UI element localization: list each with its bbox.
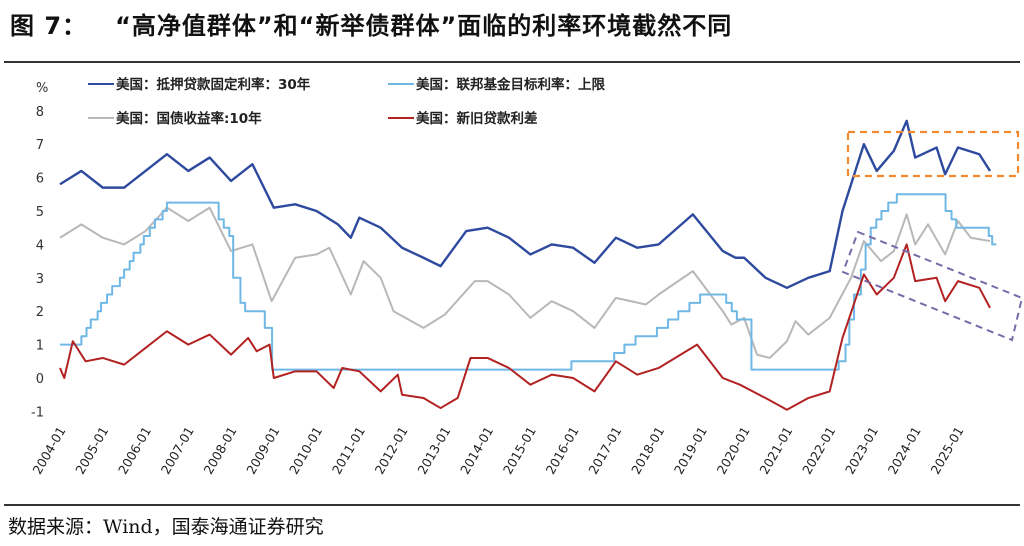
x-tick-label: 2022-01 xyxy=(799,424,838,477)
y-tick-label: 1 xyxy=(36,339,44,354)
series-line-0 xyxy=(59,119,992,290)
x-tick-label: 2017-01 xyxy=(585,424,624,477)
x-tick-label: 2015-01 xyxy=(500,424,539,477)
x-tick-label: 2009-01 xyxy=(243,424,282,477)
highlight-box-mortgage xyxy=(846,130,1020,178)
y-tick-label: 6 xyxy=(36,172,44,187)
x-tick-label: 2005-01 xyxy=(72,424,111,477)
y-tick-label: 2 xyxy=(36,305,44,320)
x-tick-label: 2008-01 xyxy=(201,424,240,477)
y-tick-label: -1 xyxy=(31,405,44,420)
x-tick-label: 2020-01 xyxy=(714,424,753,477)
source-note: 数据来源：Wind，国泰海通证券研究 xyxy=(8,516,324,538)
y-tick-label: 5 xyxy=(36,205,44,220)
figure-title: 图 7： “高净值群体”和“新举债群体”面临的利率环境截然不同 xyxy=(10,12,733,40)
x-tick-label: 2025-01 xyxy=(927,424,966,477)
x-tick-label: 2016-01 xyxy=(543,424,582,477)
x-tick-label: 2006-01 xyxy=(115,424,154,477)
legend-label: 美国：国债收益率:10年 xyxy=(116,110,262,127)
y-tick-label: 7 xyxy=(36,138,44,153)
x-tick-label: 2014-01 xyxy=(457,424,496,477)
x-tick-label: 2007-01 xyxy=(158,424,197,477)
x-tick-label: 2004-01 xyxy=(29,424,68,477)
x-tick-label: 2010-01 xyxy=(286,424,325,477)
y-axis-unit: % xyxy=(36,81,48,96)
x-tick-label: 2018-01 xyxy=(628,424,667,477)
series-line-1 xyxy=(60,193,997,371)
y-tick-label: 3 xyxy=(36,272,44,287)
y-tick-label: 0 xyxy=(36,372,44,387)
y-tick-label: 4 xyxy=(36,238,44,253)
series-line-2 xyxy=(59,206,991,359)
x-tick-label: 2019-01 xyxy=(671,424,710,477)
legend-label: 美国：联邦基金目标利率：上限 xyxy=(416,76,605,93)
x-tick-label: 2024-01 xyxy=(885,424,924,477)
x-tick-label: 2013-01 xyxy=(414,424,453,477)
highlight-box-spread xyxy=(841,230,1024,342)
legend-label: 美国：新旧贷款利差 xyxy=(416,110,538,127)
series-line-3 xyxy=(59,243,991,411)
legend-label: 美国：抵押贷款固定利率：30年 xyxy=(116,76,311,93)
x-tick-label: 2011-01 xyxy=(329,424,368,477)
x-tick-label: 2012-01 xyxy=(372,424,411,477)
x-tick-label: 2023-01 xyxy=(842,424,881,477)
y-tick-label: 8 xyxy=(36,105,44,120)
x-tick-label: 2021-01 xyxy=(756,424,795,477)
